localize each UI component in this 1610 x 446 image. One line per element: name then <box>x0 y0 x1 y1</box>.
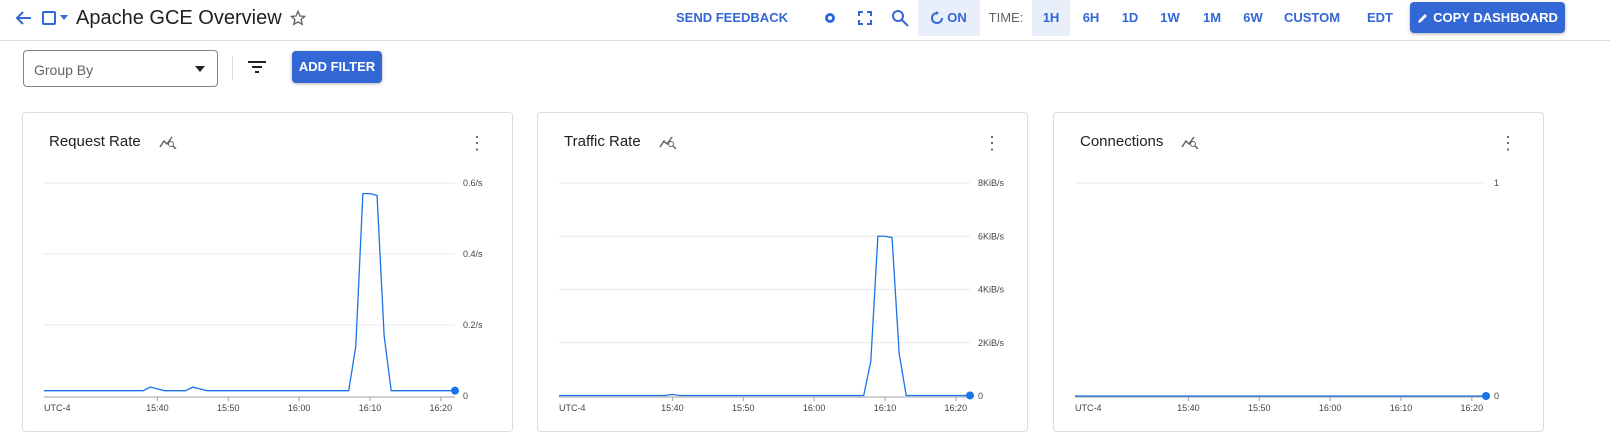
chevron-down-icon <box>60 15 68 20</box>
time-option-1m[interactable]: 1M <box>1202 10 1222 25</box>
y-tick-label: 6KiB/s <box>978 231 1005 241</box>
latest-point-marker <box>966 391 974 400</box>
time-label: TIME: <box>988 10 1024 25</box>
divider <box>232 56 233 80</box>
x-tick-label: 16:20 <box>1461 403 1484 413</box>
fullscreen-icon <box>858 11 872 25</box>
time-option-6h[interactable]: 6H <box>1082 10 1100 25</box>
line-chart: 0 1 UTC-4 15:40 15:50 16:00 16:10 16:20 <box>1074 178 1499 413</box>
timezone-label: UTC-4 <box>1075 403 1102 413</box>
chart-header: Connections <box>1080 133 1199 150</box>
x-tick-label: 16:00 <box>803 403 826 413</box>
y-tick-label: 0.4/s <box>463 249 483 259</box>
back-arrow-icon[interactable] <box>14 8 34 28</box>
copy-dashboard-label: COPY DASHBOARD <box>1433 10 1558 25</box>
timezone-label: UTC-4 <box>44 403 71 413</box>
add-filter-button[interactable]: ADD FILTER <box>292 51 382 83</box>
x-tick-label: 16:20 <box>430 403 453 413</box>
chart-header: Request Rate <box>49 133 177 150</box>
x-tick-label: 15:50 <box>1248 403 1271 413</box>
x-tick-label: 16:20 <box>945 403 968 413</box>
more-vert-icon[interactable]: ⋮ <box>468 133 486 153</box>
x-tick-label: 15:40 <box>661 403 684 413</box>
auto-refresh-toggle[interactable]: ON <box>918 0 980 36</box>
time-option-custom[interactable]: CUSTOM <box>1283 10 1341 25</box>
filter-icon[interactable] <box>248 60 266 74</box>
explore-query-icon[interactable] <box>159 135 177 149</box>
timezone-button[interactable]: EDT <box>1367 10 1393 25</box>
chart-title: Request Rate <box>49 133 141 150</box>
time-option-6w[interactable]: 6W <box>1243 10 1263 25</box>
x-tick-label: 16:00 <box>288 403 311 413</box>
latest-point-marker <box>451 386 459 395</box>
y-tick-label: 0 <box>1494 391 1499 401</box>
group-by-placeholder: Group By <box>34 62 94 78</box>
group-by-select[interactable]: Group By <box>23 50 218 87</box>
refresh-icon <box>931 11 944 24</box>
send-feedback-button[interactable]: SEND FEEDBACK <box>676 10 788 25</box>
gear-icon <box>825 13 835 23</box>
line-chart: 0 0.2/s 0.4/s 0.6/s UTC-4 15:40 15:50 16:00 16:1… <box>43 178 483 413</box>
top-bar: Apache GCE Overview SEND FEEDBACK ON TIM… <box>0 0 1610 41</box>
request-rate-card: Request Rate ⋮ 0 0.2/s 0.4/s 0.6/s UTC-4 15:40… <box>22 112 513 432</box>
y-tick-label: 1 <box>1494 178 1499 188</box>
y-tick-label: 4KiB/s <box>978 285 1005 295</box>
auto-refresh-label: ON <box>947 10 967 25</box>
zoom-reset-icon <box>892 10 909 27</box>
page-title: Apache GCE Overview <box>76 6 282 29</box>
fullscreen-button[interactable] <box>853 0 877 36</box>
x-tick-label: 16:00 <box>1319 403 1342 413</box>
time-option-1d[interactable]: 1D <box>1121 10 1139 25</box>
explore-query-icon[interactable] <box>1181 135 1199 149</box>
connections-card: Connections ⋮ 0 1 UTC-4 15:40 15:50 16:00 16:10… <box>1053 112 1544 432</box>
copy-dashboard-button[interactable]: COPY DASHBOARD <box>1410 2 1565 33</box>
y-tick-label: 0 <box>463 391 468 401</box>
chart-header: Traffic Rate <box>564 133 677 150</box>
y-tick-label: 0.6/s <box>463 178 483 188</box>
x-tick-label: 16:10 <box>359 403 382 413</box>
chart-title: Traffic Rate <box>564 133 641 150</box>
series-line <box>44 193 455 392</box>
x-tick-label: 15:40 <box>1177 403 1200 413</box>
y-tick-label: 0.2/s <box>463 320 483 330</box>
latest-point-marker <box>1482 392 1490 400</box>
dropdown-arrow-icon <box>195 66 205 72</box>
line-chart: 0 2KiB/s 4KiB/s 6KiB/s 8KiB/s UTC-4 15:40 15:50… <box>558 178 1005 413</box>
dashboard-menu[interactable] <box>42 11 68 25</box>
x-tick-label: 16:10 <box>874 403 897 413</box>
timezone-label: UTC-4 <box>559 403 586 413</box>
y-tick-label: 8KiB/s <box>978 178 1005 188</box>
x-tick-label: 15:50 <box>732 403 755 413</box>
explore-query-icon[interactable] <box>659 135 677 149</box>
dashboard-icon <box>42 11 56 25</box>
chart-title: Connections <box>1080 133 1164 150</box>
zoom-reset-button[interactable] <box>887 0 913 36</box>
time-option-1w[interactable]: 1W <box>1160 10 1180 25</box>
x-tick-label: 16:10 <box>1390 403 1413 413</box>
series-line <box>559 235 970 397</box>
x-tick-label: 15:50 <box>217 403 240 413</box>
y-tick-label: 2KiB/s <box>978 338 1005 348</box>
settings-button[interactable] <box>818 0 842 36</box>
more-vert-icon[interactable]: ⋮ <box>1499 133 1517 153</box>
star-icon[interactable] <box>289 10 306 26</box>
x-tick-label: 15:40 <box>146 403 169 413</box>
pencil-icon <box>1418 13 1428 23</box>
time-option-1h[interactable]: 1H <box>1032 0 1070 36</box>
y-tick-label: 0 <box>978 391 983 401</box>
more-vert-icon[interactable]: ⋮ <box>983 133 1001 153</box>
title-bar: Apache GCE Overview <box>14 0 306 36</box>
traffic-rate-card: Traffic Rate ⋮ 0 2KiB/s 4KiB/s 6KiB/s 8KiB/s U… <box>537 112 1028 432</box>
